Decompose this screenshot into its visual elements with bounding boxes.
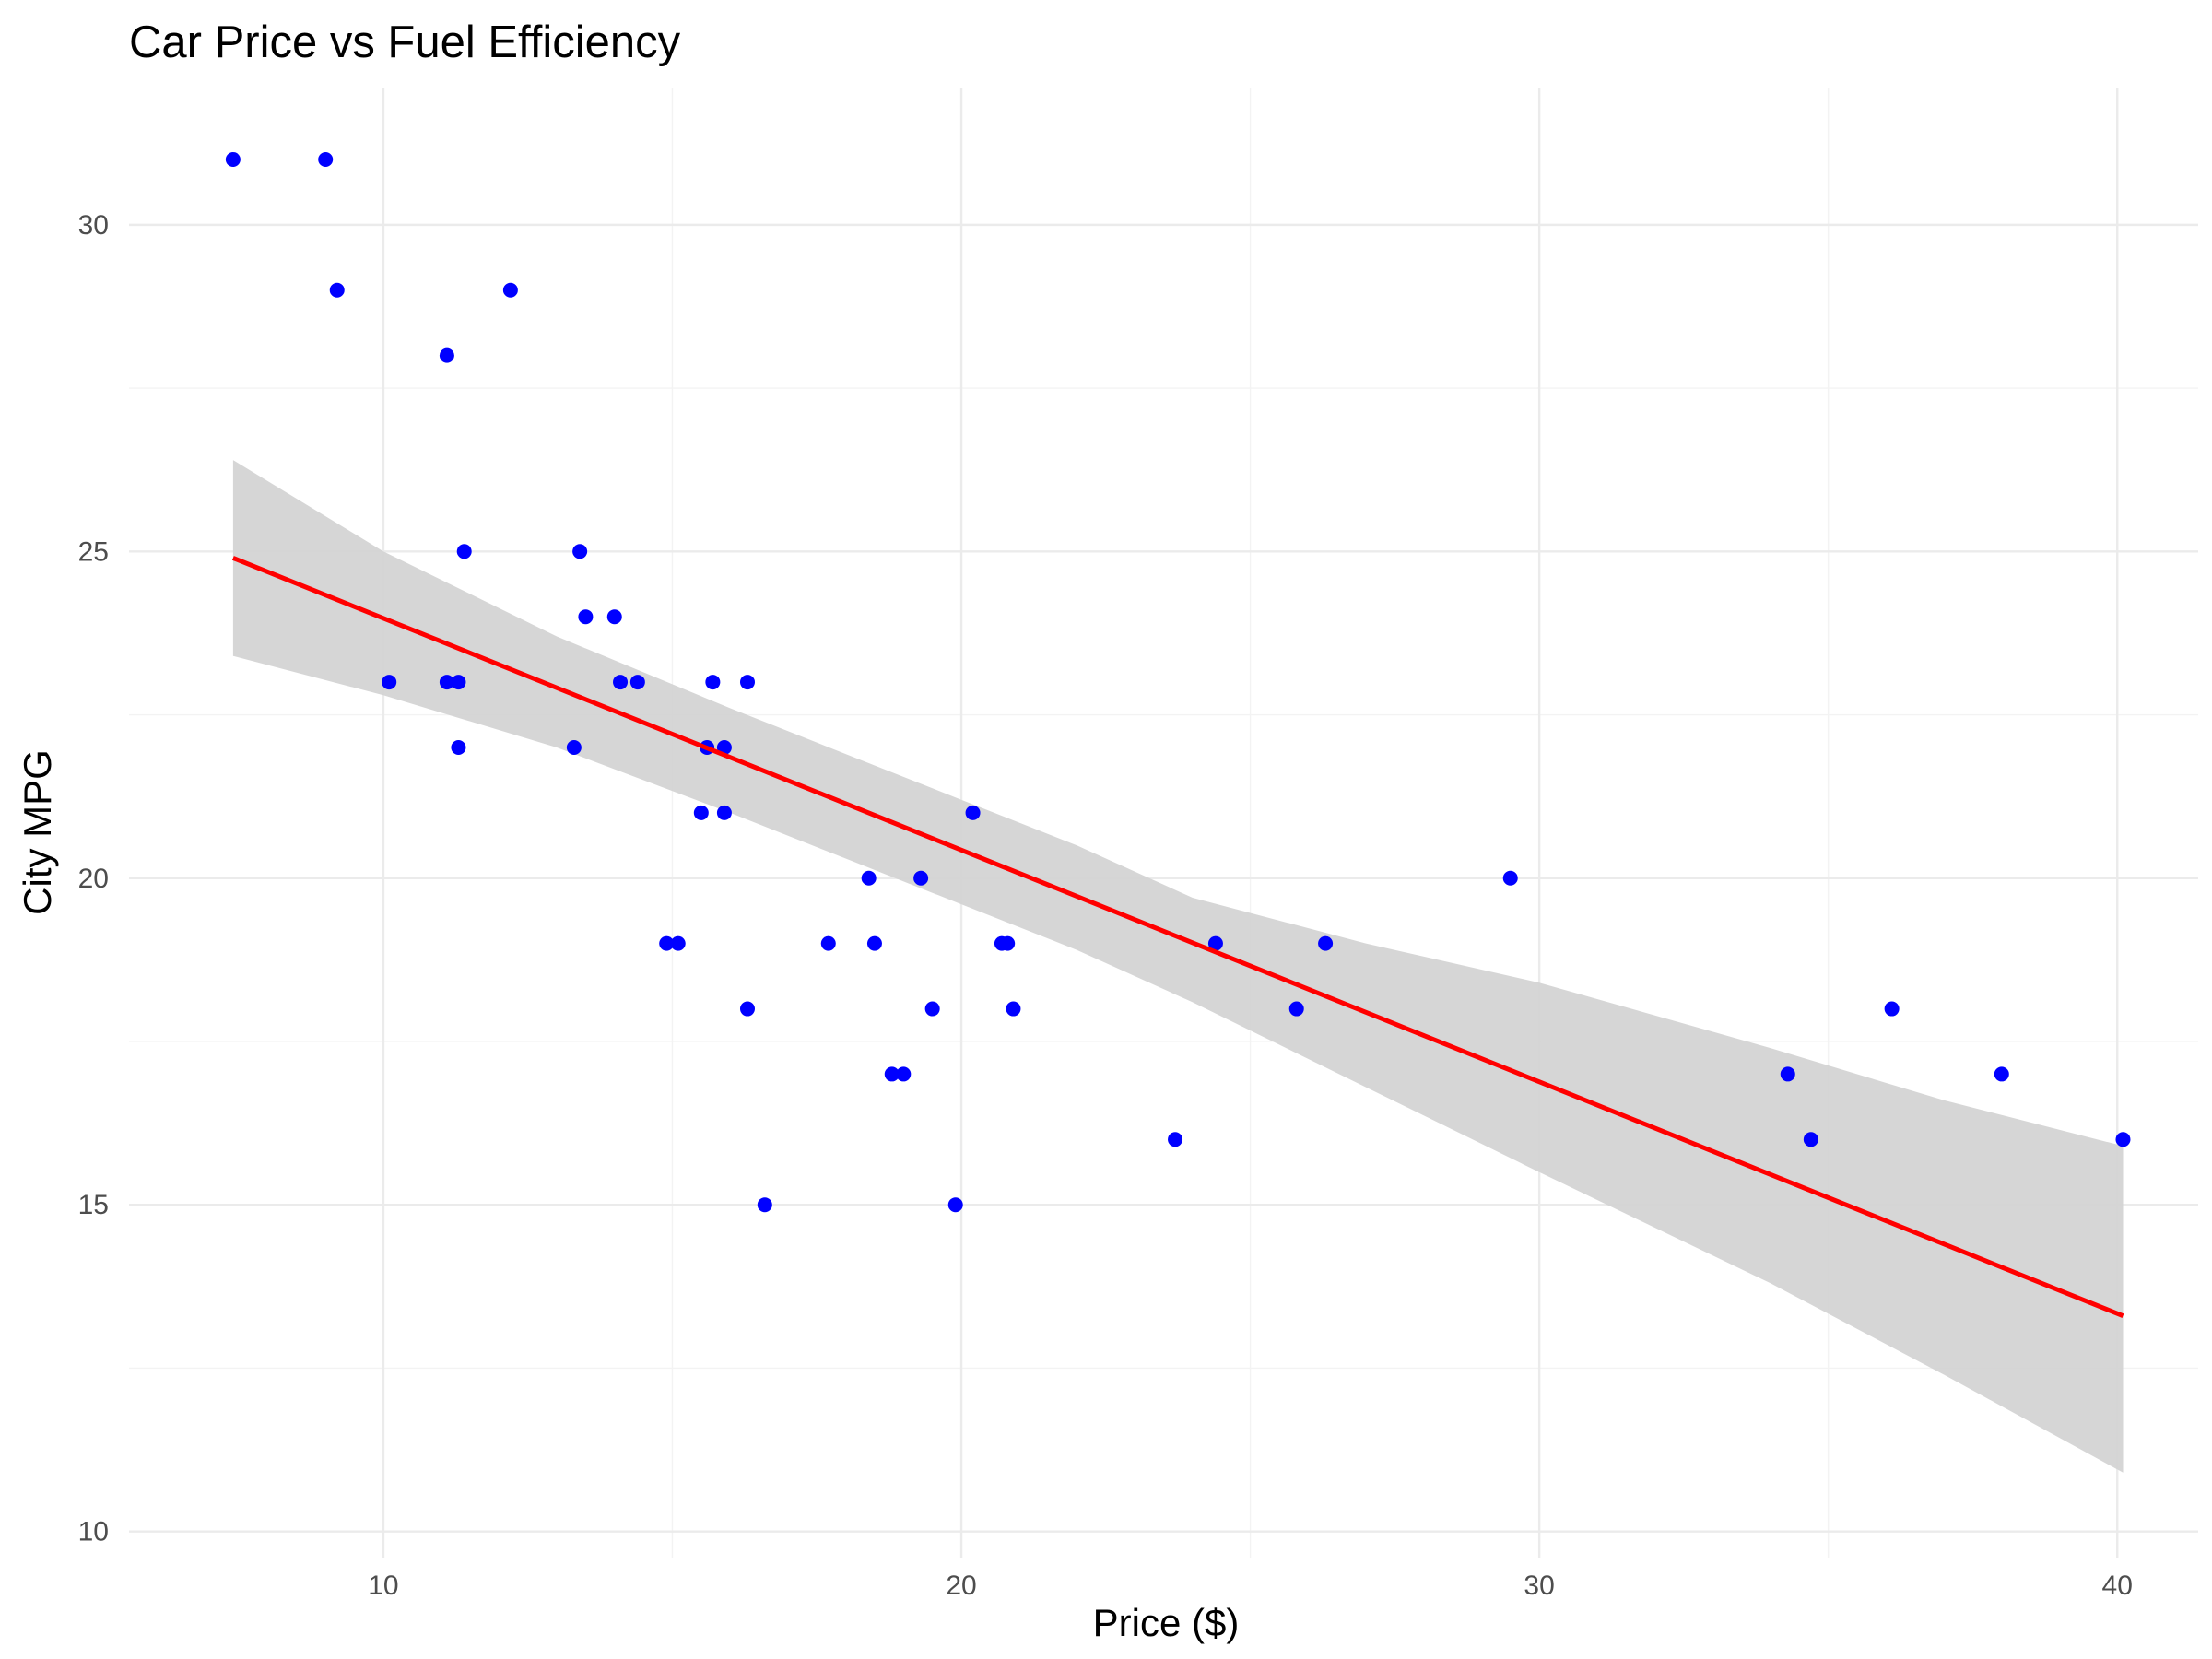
data-point bbox=[629, 675, 645, 690]
data-point bbox=[1288, 1001, 1304, 1017]
chart-title: Car Price vs Fuel Efficiency bbox=[129, 18, 681, 67]
data-point bbox=[896, 1066, 912, 1082]
data-point bbox=[572, 544, 588, 559]
data-point bbox=[965, 805, 981, 820]
x-tick-label: 40 bbox=[2102, 1571, 2133, 1601]
data-point bbox=[451, 739, 466, 755]
data-point bbox=[1318, 935, 1334, 951]
trend-line-layer bbox=[231, 556, 2124, 1319]
confidence-band-layer bbox=[232, 460, 2124, 1473]
x-tick-label: 30 bbox=[1524, 1571, 1554, 1601]
data-point bbox=[1000, 935, 1016, 951]
data-point bbox=[439, 347, 454, 363]
data-point bbox=[716, 805, 732, 820]
data-point bbox=[606, 609, 622, 625]
data-point bbox=[947, 1197, 963, 1213]
y-tick-label: 10 bbox=[78, 1517, 109, 1547]
data-point bbox=[451, 675, 466, 690]
data-point bbox=[318, 151, 334, 167]
confidence-band bbox=[232, 460, 2124, 1473]
data-point bbox=[1168, 1132, 1183, 1147]
data-point bbox=[1207, 935, 1223, 951]
data-point bbox=[613, 675, 629, 690]
data-point bbox=[382, 675, 397, 690]
data-points bbox=[225, 151, 2131, 1213]
data-point bbox=[913, 870, 929, 886]
data-point bbox=[1884, 1001, 1900, 1017]
data-point bbox=[439, 675, 454, 690]
data-point bbox=[1502, 870, 1518, 886]
data-point bbox=[820, 935, 836, 951]
data-point bbox=[739, 1001, 755, 1017]
data-point bbox=[693, 805, 709, 820]
x-tick-label: 20 bbox=[946, 1571, 976, 1601]
data-point bbox=[884, 1066, 900, 1082]
data-point bbox=[659, 935, 675, 951]
data-point bbox=[502, 282, 518, 298]
data-point bbox=[456, 544, 472, 559]
data-point bbox=[757, 1197, 772, 1213]
x-axis-title: Price ($) bbox=[1093, 1601, 1240, 1644]
y-tick-label: 20 bbox=[78, 864, 109, 894]
data-point bbox=[1780, 1066, 1795, 1082]
data-point bbox=[566, 739, 582, 755]
data-point bbox=[924, 1001, 940, 1017]
y-axis-title: City MPG bbox=[16, 749, 59, 915]
data-point bbox=[1994, 1066, 2009, 1082]
x-tick-label: 10 bbox=[368, 1571, 398, 1601]
data-point bbox=[866, 935, 882, 951]
data-point bbox=[2115, 1132, 2131, 1147]
data-point bbox=[578, 609, 594, 625]
y-tick-label: 25 bbox=[78, 536, 109, 567]
tick-labels: 10 20 30 40 10 15 20 25 30 bbox=[78, 210, 2133, 1601]
trend-line bbox=[231, 556, 2124, 1319]
data-point bbox=[1803, 1132, 1818, 1147]
data-point bbox=[1006, 1001, 1021, 1017]
y-tick-label: 30 bbox=[78, 210, 109, 241]
y-tick-label: 15 bbox=[78, 1190, 109, 1220]
data-point bbox=[670, 935, 686, 951]
data-point bbox=[329, 282, 345, 298]
data-point bbox=[225, 151, 241, 167]
data-point bbox=[705, 675, 721, 690]
data-point bbox=[739, 675, 755, 690]
data-point bbox=[861, 870, 877, 886]
